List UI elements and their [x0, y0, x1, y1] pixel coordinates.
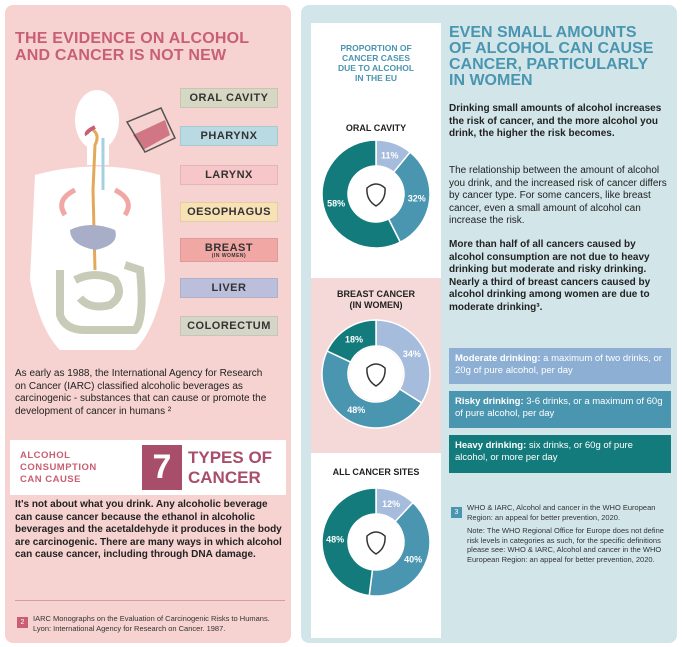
- organ-label: ORAL CAVITY: [189, 92, 269, 104]
- para-more-than-half: More than half of all cancers caused by …: [449, 239, 651, 313]
- consumption-line1: ALCOHOL: [20, 450, 71, 461]
- center-symbol-icon: [366, 531, 386, 555]
- footnote-2: IARC Monographs on the Evaluation of Car…: [33, 614, 270, 633]
- def-text: a maximum of two drinks, or 20g of pure …: [455, 353, 662, 376]
- organ-oesophagus: OESOPHAGUS: [180, 202, 278, 222]
- consumption-line2: CONSUMPTION: [20, 462, 97, 473]
- organ-colorectum: COLORECTUM: [180, 316, 278, 336]
- slice-label: 48%: [326, 534, 344, 544]
- donut-slice: [387, 151, 431, 244]
- center-symbol-icon: [366, 183, 386, 207]
- organ-label: COLORECTUM: [187, 320, 271, 332]
- right-heading: EVEN SMALL AMOUNTS OF ALCOHOL CAN CAUSE …: [449, 25, 653, 89]
- any-beverage-text: It's not about what you drink. Any alcoh…: [15, 499, 282, 560]
- proportion-line1: PROPORTION OF: [340, 43, 412, 53]
- left-title-line2: AND CANCER IS NOT NEW: [15, 47, 227, 64]
- slice-label: 58%: [327, 198, 345, 208]
- organ-label: PHARYNX: [200, 130, 258, 142]
- consumption-line3: CAN CAUSE: [20, 474, 81, 485]
- types-of-cancer: TYPES OF CANCER: [188, 448, 272, 488]
- donut-oral: 11% 32% 58%: [321, 139, 431, 249]
- para-relationship: The relationship between the amount of a…: [449, 165, 667, 226]
- donut-slice: [326, 319, 377, 364]
- def-moderate: Moderate drinking: a maximum of two drin…: [449, 348, 671, 384]
- def-text: six drinks, or 60g of pure alcohol, or m…: [455, 440, 633, 463]
- chart-title-breast-line1: BREAST CANCER: [336, 289, 415, 299]
- donut-all: 12% 40% 48%: [321, 487, 431, 597]
- right-heading-line4: IN WOMEN: [449, 72, 533, 89]
- proportion-line2: CANCER CASES: [341, 53, 410, 63]
- slice-label: 48%: [347, 405, 365, 415]
- consumption-label: ALCOHOL CONSUMPTION CAN CAUSE: [20, 450, 97, 486]
- slice-label: 32%: [408, 193, 426, 203]
- right-heading-line3: CANCER, PARTICULARLY: [449, 56, 649, 73]
- donut-slice: [375, 319, 431, 404]
- chart-title-breast-line2: (IN WOMEN): [349, 300, 403, 310]
- seven-types-box: ALCOHOL CONSUMPTION CAN CAUSE 7 TYPES OF…: [10, 440, 286, 495]
- para-small-amounts: Drinking small amounts of alcohol increa…: [449, 103, 662, 139]
- chart-title-oral: ORAL CAVITY: [345, 123, 407, 133]
- chart-title-all: ALL CANCER SITES: [332, 467, 420, 477]
- donut-slice: [321, 487, 377, 597]
- organ-label: OESOPHAGUS: [187, 206, 271, 218]
- organ-sublabel: (IN WOMEN): [211, 252, 247, 259]
- center-symbol-icon: [366, 363, 386, 387]
- donut-slice: [368, 501, 431, 597]
- types-line2: CANCER: [188, 468, 261, 487]
- organ-label: BREAST: [204, 241, 254, 254]
- organ-oral-cavity: ORAL CAVITY: [180, 88, 278, 108]
- slice-label: 34%: [403, 349, 421, 359]
- footnote-3: WHO & IARC, Alcohol and cancer in the WH…: [467, 503, 671, 564]
- organ-label: LIVER: [211, 282, 247, 294]
- donut-center-icon: [349, 347, 403, 401]
- slice-label: 12%: [382, 499, 400, 509]
- def-term: Heavy drinking:: [455, 440, 527, 451]
- def-term: Risky drinking:: [455, 396, 524, 407]
- def-risky: Risky drinking: 3-6 drinks, or a maximum…: [449, 391, 671, 428]
- left-title-line1: THE EVIDENCE ON ALCOHOL: [15, 30, 250, 47]
- footnote-2-marker: 2: [17, 617, 28, 628]
- types-line1: TYPES OF: [188, 448, 273, 467]
- organ-liver: LIVER: [180, 278, 278, 298]
- left-panel: THE EVIDENCE ON ALCOHOL AND CANCER IS NO…: [5, 5, 291, 643]
- slice-label: 18%: [345, 334, 363, 344]
- footnote-3-source: WHO & IARC, Alcohol and cancer in the WH…: [467, 503, 656, 522]
- footnote-3-note: Note: The WHO Regional Office for Europe…: [467, 526, 664, 564]
- right-heading-line2: OF ALCOHOL CAN CAUSE: [449, 40, 654, 57]
- divider: [15, 600, 285, 601]
- donut-breast: 34% 48% 18%: [321, 319, 431, 429]
- slice-label: 40%: [404, 554, 422, 564]
- proportion-title: PROPORTION OF CANCER CASES DUE TO ALCOHO…: [311, 43, 441, 83]
- donut-slice: [321, 350, 423, 429]
- def-term: Moderate drinking:: [455, 353, 541, 364]
- body-illustration: [30, 90, 176, 350]
- organ-breast: BREAST (IN WOMEN): [180, 238, 278, 262]
- def-text: 3-6 drinks, or a maximum of 60g of pure …: [455, 396, 663, 419]
- organ-pharynx: PHARYNX: [180, 126, 278, 146]
- right-heading-line1: EVEN SMALL AMOUNTS: [449, 24, 637, 41]
- proportion-line4: IN THE EU: [354, 73, 398, 83]
- seven-number: 7: [142, 445, 182, 490]
- def-heavy: Heavy drinking: six drinks, or 60g of pu…: [449, 435, 671, 473]
- intro-text: As early as 1988, the International Agen…: [15, 368, 267, 417]
- donut-center-icon: [349, 167, 403, 221]
- organ-larynx: LARYNX: [180, 165, 278, 185]
- organ-label: LARYNX: [205, 169, 253, 181]
- right-panel: PROPORTION OF CANCER CASES DUE TO ALCOHO…: [301, 5, 677, 643]
- donut-center-icon: [349, 515, 403, 569]
- slice-label: 11%: [381, 150, 399, 160]
- footnote-3-marker: 3: [451, 507, 462, 518]
- proportion-line3: DUE TO ALCOHOL: [337, 63, 415, 73]
- chart-title-breast: BREAST CANCER (IN WOMEN): [311, 289, 441, 311]
- left-title: THE EVIDENCE ON ALCOHOL AND CANCER IS NO…: [15, 30, 249, 64]
- donut-slice: [321, 139, 402, 249]
